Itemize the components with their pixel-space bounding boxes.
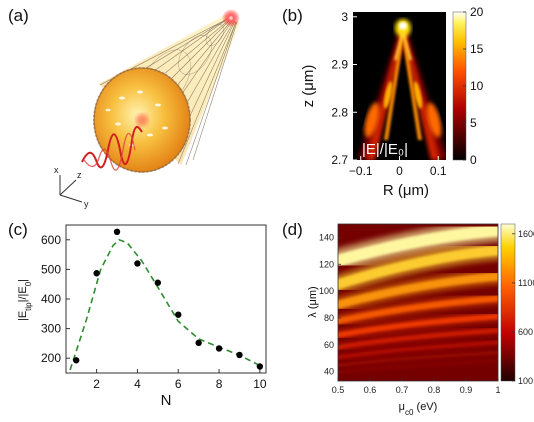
heatmap-b-xtick-label: 0.1 — [430, 164, 447, 178]
heatmap-d-xtick-label: 0.7 — [396, 385, 409, 395]
heatmap-b-axes: −0.1 0 0.1 2.7 2.8 2.9 3 — [331, 10, 447, 178]
heatmap-b-ytick-label: 3 — [341, 10, 348, 24]
heatmap-b-xtick-label: 0 — [396, 164, 403, 178]
heatmap-d-xtick-label: 0.6 — [364, 385, 377, 395]
scatter-c-xtick-label: 10 — [253, 377, 267, 391]
heatmap-d-band-core — [338, 350, 498, 367]
heatmap-b-xtick-label: −0.1 — [349, 164, 373, 178]
colorbar-b-tick-label: 10 — [470, 79, 484, 93]
heatmap-d-ylabel: λ (μm) — [307, 286, 319, 317]
heatmap-d-xtick-label: 0.5 — [332, 385, 345, 395]
scatter-c-ytick-label: 300 — [41, 322, 61, 336]
colorbar-b-tick-label: 0 — [470, 153, 477, 167]
heatmap-b-ylabel: z (μm) — [300, 65, 317, 108]
heatmap-b-ytick-label: 2.9 — [331, 58, 348, 72]
axis-y-label: y — [84, 199, 89, 209]
scatter-c-xtick-label: 4 — [134, 377, 141, 391]
panel-c: (c) 2 4 6 8 10 200 300 400 500 600 N |Etip|/|E0| — [8, 220, 267, 409]
axis-z-label: z — [77, 170, 82, 180]
scatter-c-ytick-label: 400 — [41, 292, 61, 306]
colorbar-d-tick-label: 1100 — [518, 278, 534, 288]
colorbar-b-ticks: 0 5 10 15 20 — [463, 5, 484, 167]
heatmap-d-xtick-label: 1 — [495, 385, 500, 395]
scatter-c-plot: 2 4 6 8 10 200 300 400 500 600 — [41, 228, 267, 391]
heatmap-b-field: |E|/|E₀| — [358, 19, 446, 160]
colorbar-d-tick-label: 600 — [518, 327, 533, 337]
scatter-c-ytick-label: 500 — [41, 262, 61, 276]
cone-illustration — [81, 9, 240, 173]
heatmap-b-annotation: |E|/|E₀| — [362, 141, 408, 158]
heatmap-d-band-core — [338, 340, 498, 360]
scatter-c-point — [215, 345, 223, 352]
scatter-c-xtick-label: 8 — [216, 377, 223, 391]
scatter-c-point — [175, 311, 182, 318]
heatmap-b-ytick-label: 2.7 — [331, 153, 348, 167]
scatter-c-ylabel: |Etip|/|E0| — [17, 279, 33, 321]
axis-x-label: x — [54, 165, 59, 175]
scatter-c-point — [236, 351, 243, 359]
scatter-c-frame — [65, 224, 267, 374]
heatmap-b-ytick-label: 2.8 — [331, 105, 348, 119]
heatmap-d-field — [338, 224, 498, 381]
colorbar-d-tick-label: 100 — [518, 376, 533, 386]
scatter-c-point — [93, 270, 100, 277]
scatter-c-xtick-label: 6 — [175, 377, 182, 391]
heatmap-b-xlabel: R (μm) — [383, 182, 429, 199]
scatter-c-point — [195, 339, 202, 347]
scatter-c-point — [134, 260, 141, 267]
heatmap-d-xlabel: μc0 (eV) — [399, 401, 438, 417]
heatmap-d-band-core — [338, 295, 498, 325]
heatmap-d-ytick-label: 40 — [324, 367, 334, 377]
panel-a-label: (a) — [8, 6, 29, 25]
heatmap-d-ytick-label: 120 — [319, 259, 334, 269]
scatter-c-point — [154, 279, 162, 286]
panel-d: (d) 10060011001600 0.50.60.70.80.9140608… — [282, 220, 534, 417]
colorbar-b-tick-label: 5 — [470, 116, 477, 130]
heatmap-d-band-core — [338, 245, 498, 290]
scatter-c-point — [256, 363, 264, 370]
scatter-c-xtick-label: 2 — [93, 377, 100, 391]
heatmap-d-band-core — [338, 359, 498, 374]
panel-b-label: (b) — [282, 6, 303, 25]
scatter-c-xlabel: N — [161, 392, 172, 409]
scatter-c-ytick-label: 200 — [41, 351, 61, 365]
colorbar-b-tick-label: 15 — [470, 42, 484, 56]
scatter-c-point — [73, 357, 80, 364]
colorbar-d — [500, 223, 516, 382]
heatmap-d-xtick-label: 0.9 — [460, 385, 473, 395]
scatter-c-ytick-label: 600 — [41, 233, 61, 247]
heatmap-d-ytick-label: 140 — [319, 232, 334, 242]
panel-b: (b) |E|/|E₀| 0 5 10 15 20 −0.1 0 0 — [282, 5, 484, 199]
scatter-c-point — [113, 228, 121, 236]
heatmap-d-band-core — [338, 272, 498, 309]
heatmap-d-ytick-label: 100 — [319, 286, 334, 296]
heatmap-d-band-core — [338, 328, 498, 350]
panel-d-label: (d) — [282, 220, 303, 239]
colorbar-b-tick-label: 20 — [470, 5, 484, 19]
heatmap-d-ytick-label: 80 — [324, 313, 334, 323]
heatmap-d-band-core — [338, 224, 498, 267]
axes-triad — [59, 175, 83, 203]
heatmap-d-ytick-label: 60 — [324, 340, 334, 350]
panel-c-label: (c) — [8, 220, 28, 239]
incident-wave — [81, 126, 143, 169]
heatmap-d-xtick-label: 0.8 — [428, 385, 441, 395]
heatmap-d-band-core — [338, 313, 498, 338]
panel-a: (a) — [8, 6, 240, 209]
